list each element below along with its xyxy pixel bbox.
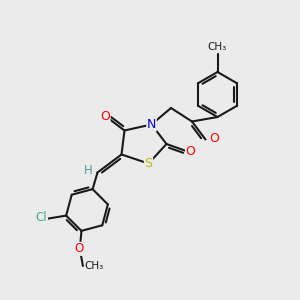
Text: Cl: Cl <box>36 212 47 224</box>
Text: O: O <box>100 110 110 123</box>
Text: CH₃: CH₃ <box>85 261 104 271</box>
Text: O: O <box>209 132 219 146</box>
Text: H: H <box>84 164 93 177</box>
Text: CH₃: CH₃ <box>208 41 227 52</box>
Text: N: N <box>147 118 156 131</box>
Text: O: O <box>75 242 84 255</box>
Text: O: O <box>186 145 195 158</box>
Text: S: S <box>145 157 152 170</box>
